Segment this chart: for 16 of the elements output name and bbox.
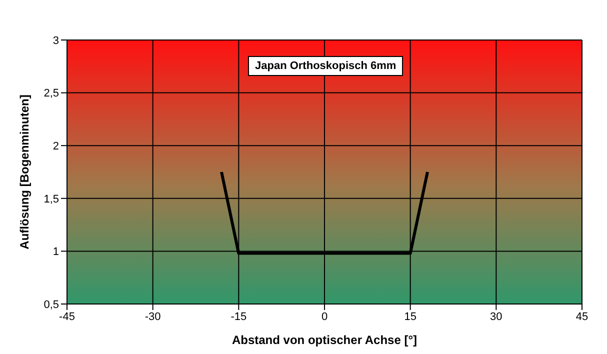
- y-tick-label: 0,5: [44, 298, 59, 311]
- x-tick-label: -15: [230, 310, 247, 323]
- y-tick-label: 2: [52, 140, 59, 153]
- x-tick-label: 45: [576, 310, 588, 323]
- x-tick-label: 0: [321, 310, 328, 323]
- y-tick-label: 1,5: [44, 193, 59, 206]
- x-axis-title: Abstand von optischer Achse [°]: [232, 333, 418, 347]
- x-tick-label: 15: [404, 310, 416, 323]
- y-tick-label: 1: [52, 246, 59, 258]
- text: Japan Orthoskopisch 6mm: [248, 56, 404, 76]
- x-tick-label: -45: [59, 310, 75, 323]
- y-axis-title: Auflösung [Bogenminuten]: [17, 94, 32, 250]
- y-tick-label: 2,5: [44, 88, 59, 100]
- y-tick-label: 3: [52, 34, 59, 47]
- x-tick-label: 30: [490, 310, 502, 323]
- x-tick-label: -30: [144, 310, 161, 323]
